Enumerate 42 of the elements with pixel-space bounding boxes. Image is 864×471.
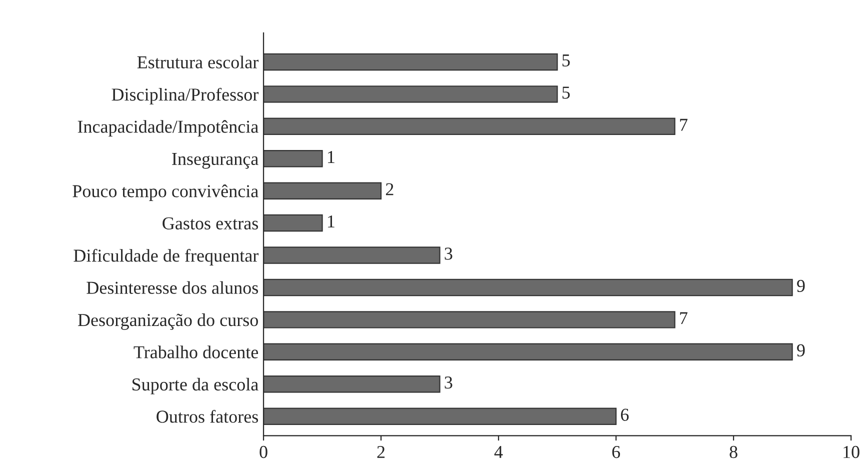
data-label: 3 — [444, 248, 452, 260]
bar — [264, 246, 440, 264]
bar — [264, 408, 617, 425]
y-tick-label: Disciplina/Professor — [112, 88, 258, 104]
x-tick-label: 0 — [260, 446, 268, 458]
bar — [264, 278, 793, 296]
bar — [264, 118, 676, 136]
bar — [264, 53, 558, 71]
y-tick-label: Incapacidade/Impotência — [78, 120, 258, 137]
data-label: 7 — [680, 312, 688, 324]
data-label: 7 — [680, 118, 688, 131]
data-label: 6 — [620, 408, 629, 421]
y-tick-label: Outros fatores — [156, 410, 258, 423]
y-tick-label: Dificuldade de frequentar — [74, 248, 258, 266]
y-tick-label: Suporte da escola — [132, 378, 258, 394]
x-tick-label: 6 — [612, 446, 620, 458]
y-tick-label: Insegurança — [172, 153, 258, 169]
data-label: 3 — [444, 376, 452, 389]
data-label: 1 — [328, 151, 334, 163]
bar — [264, 150, 323, 168]
y-tick-label: Desinteresse dos alunos — [86, 281, 258, 294]
y-tick-label: Gastos extras — [162, 217, 258, 230]
y-tick-label: Desorganização do curso — [78, 313, 258, 330]
y-tick-label: Trabalho docente — [134, 346, 258, 358]
bar — [264, 182, 382, 200]
x-tick-label: 4 — [494, 446, 503, 458]
data-label: 2 — [386, 183, 394, 196]
bar — [264, 86, 558, 103]
y-tick-label: Pouco tempo convivência — [72, 184, 258, 201]
x-tick-label: 10 — [844, 446, 860, 458]
data-label: 1 — [328, 215, 334, 228]
y-tick-label: Estrutura escolar — [137, 56, 258, 68]
bar — [264, 376, 440, 393]
data-label: 5 — [562, 86, 570, 99]
x-tick-label: 8 — [730, 446, 738, 458]
data-label: 9 — [797, 344, 805, 356]
bar — [264, 343, 793, 361]
data-label: 5 — [562, 54, 570, 66]
bar — [264, 214, 323, 232]
x-tick-label: 2 — [377, 446, 385, 458]
data-label: 9 — [797, 280, 805, 292]
bar — [264, 311, 676, 328]
